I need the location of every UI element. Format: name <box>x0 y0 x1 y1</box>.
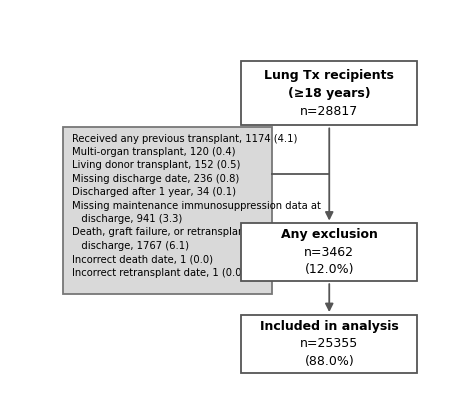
Text: Incorrect retransplant date, 1 (0.0): Incorrect retransplant date, 1 (0.0) <box>72 268 246 278</box>
Text: discharge, 941 (3.3): discharge, 941 (3.3) <box>72 214 182 224</box>
FancyBboxPatch shape <box>63 127 272 294</box>
Text: Multi-organ transplant, 120 (0.4): Multi-organ transplant, 120 (0.4) <box>72 147 236 157</box>
Text: Living donor transplant, 152 (0.5): Living donor transplant, 152 (0.5) <box>72 160 240 170</box>
Text: (12.0%): (12.0%) <box>304 264 354 276</box>
FancyBboxPatch shape <box>241 61 418 126</box>
Text: Incorrect death date, 1 (0.0): Incorrect death date, 1 (0.0) <box>72 254 213 264</box>
Text: discharge, 1767 (6.1): discharge, 1767 (6.1) <box>72 241 189 251</box>
Text: n=3462: n=3462 <box>304 246 354 259</box>
Text: n=28817: n=28817 <box>300 105 358 118</box>
FancyBboxPatch shape <box>241 224 418 281</box>
Text: Any exclusion: Any exclusion <box>281 228 378 241</box>
Text: Missing maintenance immunosuppression data at: Missing maintenance immunosuppression da… <box>72 201 321 211</box>
Text: Death, graft failure, or retransplant before: Death, graft failure, or retransplant be… <box>72 227 283 237</box>
FancyBboxPatch shape <box>241 315 418 373</box>
Text: (≥18 years): (≥18 years) <box>288 87 371 100</box>
Text: (88.0%): (88.0%) <box>304 355 354 368</box>
Text: Received any previous transplant, 1174 (4.1): Received any previous transplant, 1174 (… <box>72 133 298 143</box>
Text: Missing discharge date, 236 (0.8): Missing discharge date, 236 (0.8) <box>72 174 239 184</box>
Text: Lung Tx recipients: Lung Tx recipients <box>264 69 394 82</box>
Text: Discharged after 1 year, 34 (0.1): Discharged after 1 year, 34 (0.1) <box>72 187 236 197</box>
Text: Included in analysis: Included in analysis <box>260 320 399 333</box>
Text: n=25355: n=25355 <box>300 337 358 350</box>
